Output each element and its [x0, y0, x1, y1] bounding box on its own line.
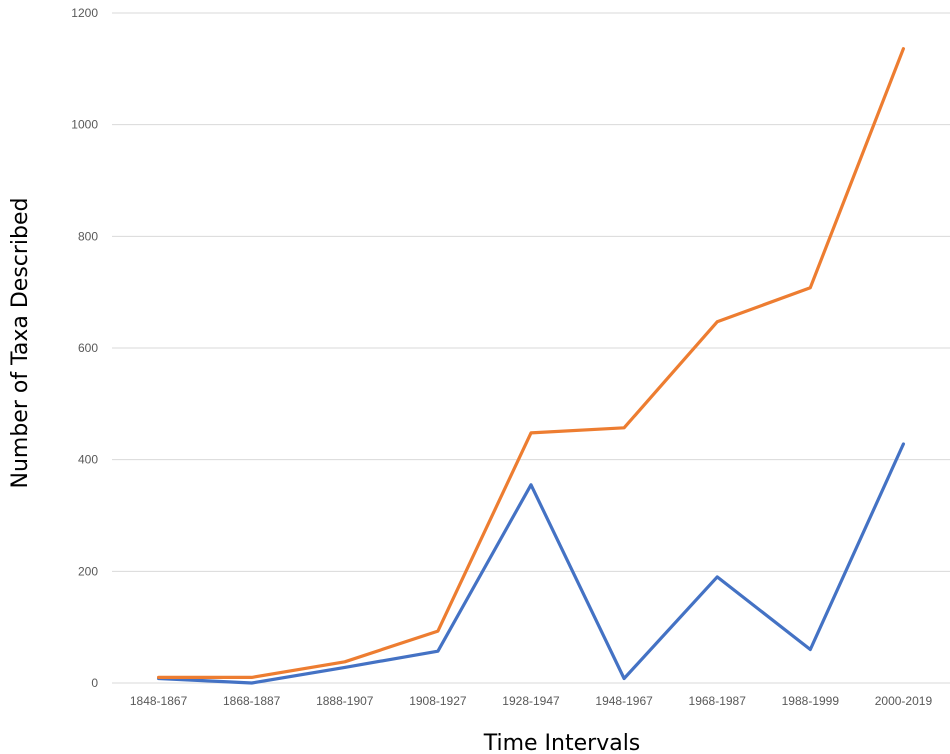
x-axis-title: Time Intervals — [483, 731, 641, 754]
y-tick-label: 1000 — [71, 118, 98, 132]
x-tick-label: 1888-1907 — [316, 694, 374, 708]
x-tick-label: 1988-1999 — [782, 694, 840, 708]
x-tick-label: 1948-1967 — [595, 694, 653, 708]
x-axis-tick-labels: 1848-1867 1868-1887 1888-1907 1908-1927 1928… — [130, 694, 933, 708]
x-tick-label: 2000-2019 — [875, 694, 933, 708]
x-tick-label: 1968-1987 — [689, 694, 747, 708]
x-tick-label: 1908-1927 — [409, 694, 467, 708]
y-tick-label: 200 — [78, 564, 98, 578]
y-tick-label: 400 — [78, 453, 98, 467]
series-line-2 — [157, 47, 906, 680]
x-tick-label: 1868-1887 — [223, 694, 281, 708]
y-axis-title: Number of Taxa Described — [8, 198, 33, 489]
x-tick-label: 1848-1867 — [130, 694, 188, 708]
y-tick-label: 800 — [78, 229, 98, 243]
y-axis-tick-labels: 0 200 400 600 800 1000 1200 — [71, 6, 98, 690]
y-tick-label: 600 — [78, 341, 98, 355]
y-tick-label: 1200 — [71, 6, 98, 20]
gridlines — [112, 12, 950, 684]
x-tick-label: 1928-1947 — [502, 694, 560, 708]
series-line-1 — [157, 442, 906, 685]
y-tick-label: 0 — [91, 676, 98, 690]
series-lines — [157, 47, 906, 685]
